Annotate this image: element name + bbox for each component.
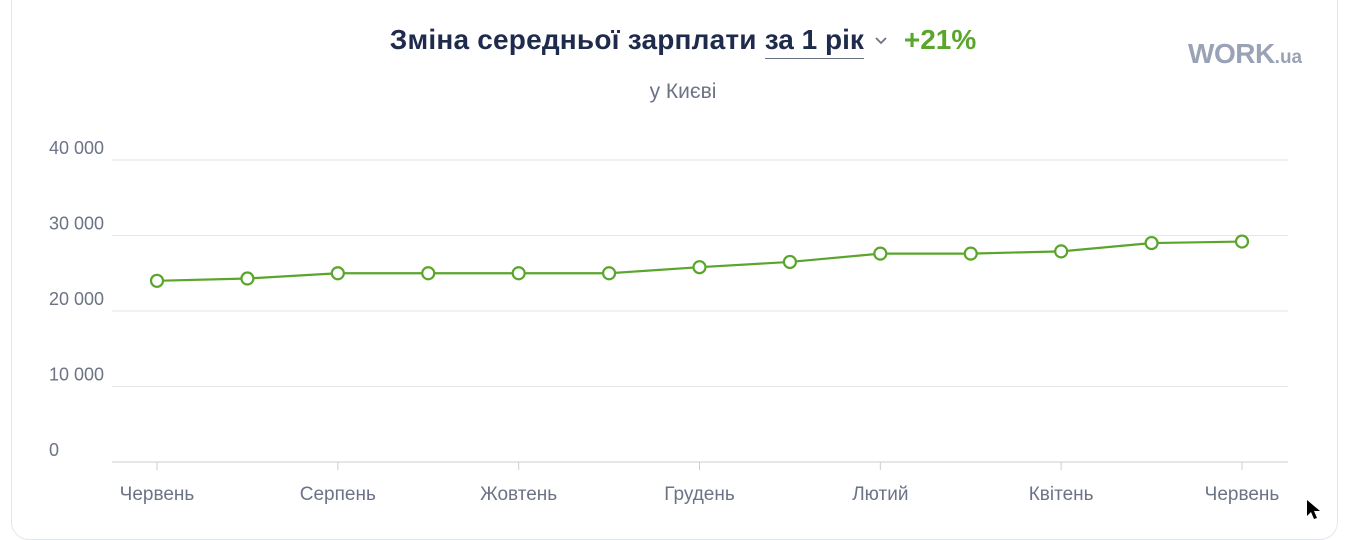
chart-title: Зміна середньої зарплати (389, 24, 757, 55)
chart-subtitle: у Києві (649, 80, 717, 103)
y-tick-label: 20 000 (49, 289, 104, 309)
data-point (601, 266, 617, 281)
y-tick-label: 0 (49, 440, 59, 460)
x-tick-label: Серпень (300, 484, 376, 505)
data-point (1234, 234, 1250, 249)
mouse-pointer-icon (1306, 499, 1326, 526)
data-point (511, 266, 526, 281)
x-tick-label: Жовтень (480, 484, 557, 505)
data-point (421, 266, 436, 281)
data-point (782, 254, 798, 270)
salary-line-chart: 0 10 000 20 000 30 000 40 000 Червень Серпень Ж… (49, 138, 1288, 505)
chevron-down-icon[interactable] (874, 33, 888, 51)
x-tick-label: Квітень (1029, 484, 1094, 505)
logo-letter-w: W (1188, 38, 1214, 69)
x-tick-label: Грудень (664, 484, 735, 505)
x-tick-label: Червень (120, 484, 195, 505)
chart-card (11, 0, 1338, 540)
data-point (873, 246, 888, 261)
data-point (330, 266, 345, 281)
data-point (149, 273, 165, 288)
x-tick-label: Лютий (852, 484, 908, 505)
period-dropdown-value[interactable]: за 1 рік (764, 24, 864, 59)
y-tick-label: 10 000 (49, 365, 104, 385)
y-tick-label: 40 000 (49, 138, 104, 158)
data-point (963, 246, 978, 261)
y-tick-label: 30 000 (49, 214, 104, 234)
data-point (1144, 235, 1159, 251)
x-tick-label: Червень (1205, 484, 1280, 505)
chart-header: Зміна середньої зарплати за 1 рік +21% (0, 24, 1366, 64)
data-point (692, 260, 707, 275)
logo-letter-o: O (1213, 38, 1236, 69)
period-dropdown[interactable]: за 1 рік (764, 24, 888, 59)
work-ua-logo[interactable]: W O RK .ua (1188, 38, 1302, 70)
data-point (240, 271, 255, 286)
logo-tld: .ua (1274, 47, 1303, 68)
data-point (1054, 244, 1069, 259)
logo-letters-rk: RK (1235, 38, 1275, 69)
change-percent: +21% (903, 24, 977, 55)
